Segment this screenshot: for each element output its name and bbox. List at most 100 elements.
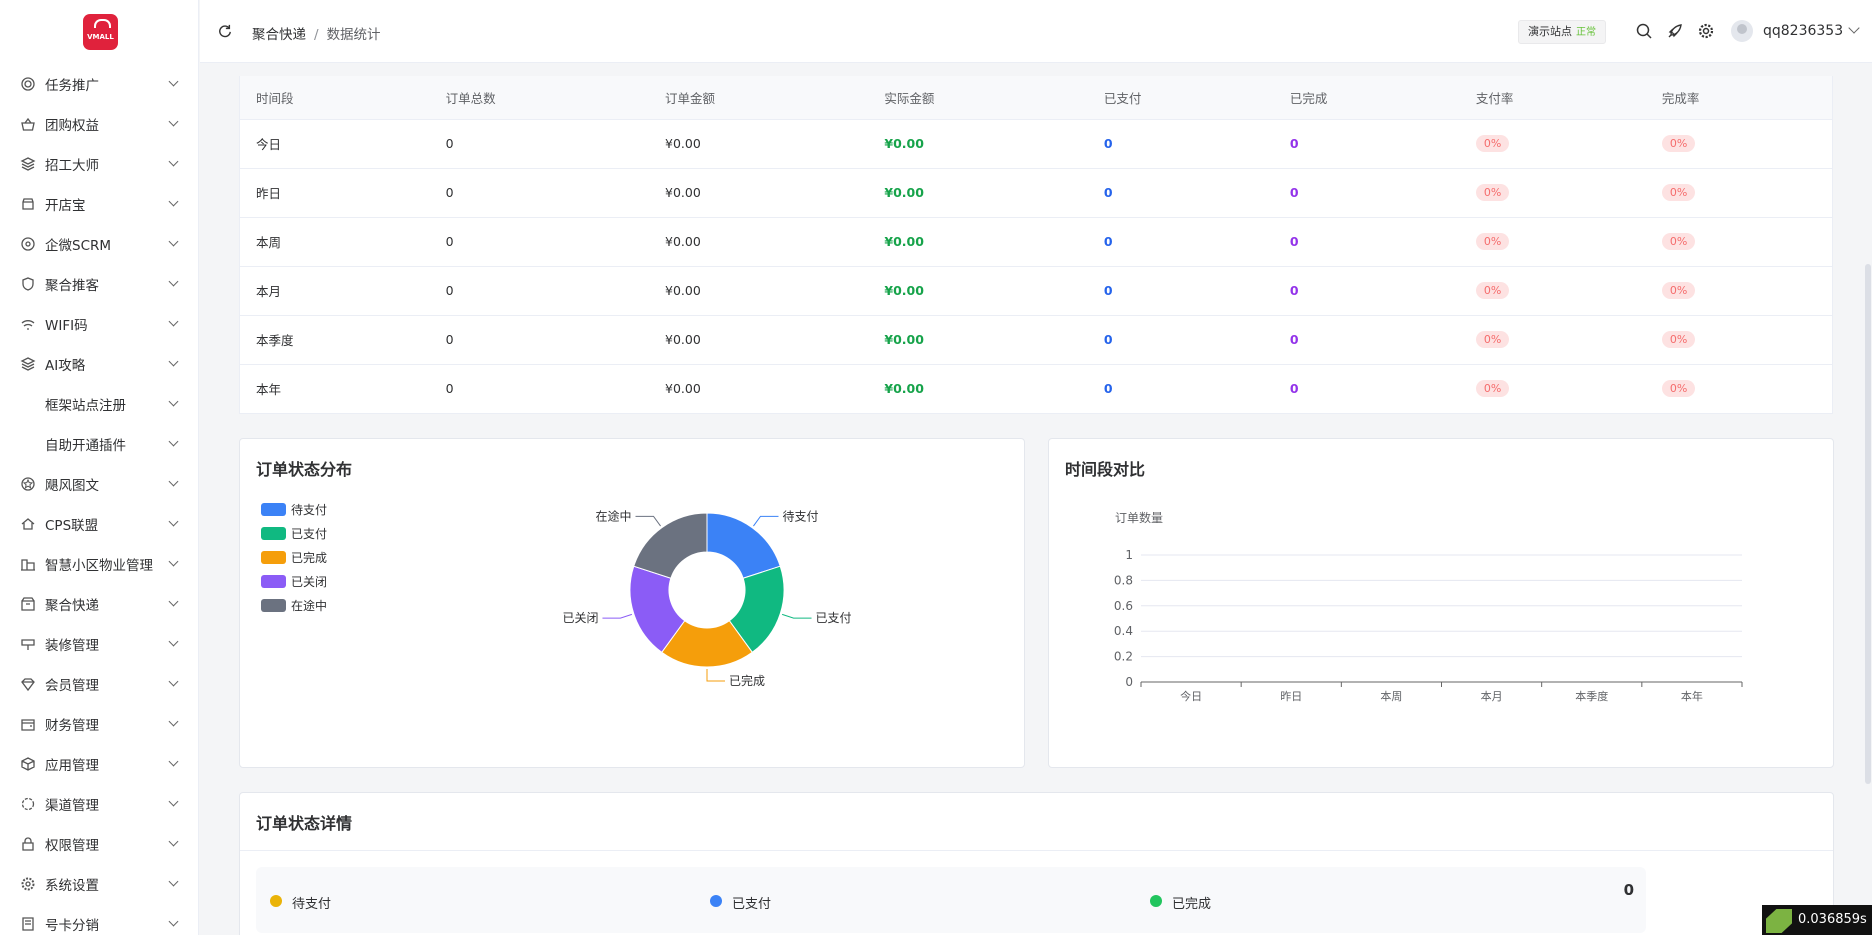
sidebar-item[interactable]: 会员管理 — [0, 664, 198, 704]
pie-legend: 待支付已支付已完成 已关闭 在途中 — [261, 497, 327, 617]
rate-badge: 0% — [1661, 282, 1696, 299]
stat-card: 已完成 0 — [1136, 867, 1646, 933]
sidebar-item[interactable]: 系统设置 — [0, 864, 198, 904]
column-header[interactable]: 支付率 — [1459, 76, 1646, 120]
avatar[interactable] — [1731, 20, 1753, 42]
sidebar-item-label: 系统设置 — [45, 878, 99, 894]
sidebar-item[interactable]: 应用管理 — [0, 744, 198, 784]
table-cell: 0 — [1087, 364, 1274, 414]
table-cell: 本年 — [240, 364, 430, 414]
sidebar-item[interactable]: 团购权益 — [0, 104, 198, 144]
breadcrumb-parent[interactable]: 聚合快递 — [252, 27, 306, 43]
timer-value: 0.036859s — [1798, 912, 1867, 927]
sidebar-item[interactable]: 号卡分销 — [0, 904, 198, 935]
x-tick-label: 今日 — [1180, 689, 1202, 703]
pie-label-line — [706, 669, 725, 682]
vmall-logo[interactable]: VMALL — [83, 14, 118, 50]
sidebar-item[interactable]: 聚合推客 — [0, 264, 198, 304]
brush-icon — [20, 636, 36, 652]
legend-item[interactable]: 在途中 — [261, 593, 327, 617]
star-icon — [20, 476, 36, 492]
pie-slice[interactable] — [633, 512, 708, 579]
building-icon — [20, 556, 36, 572]
gear-icon — [20, 876, 36, 892]
sidebar-item-label: WIFI码 — [45, 318, 88, 334]
scrollbar-thumb[interactable] — [1865, 264, 1871, 784]
sidebar-item-label: 开店宝 — [45, 198, 86, 214]
sidebar-item-label: 应用管理 — [45, 758, 99, 774]
column-header[interactable]: 已完成 — [1273, 76, 1460, 120]
refresh-icon[interactable] — [218, 24, 232, 38]
search-icon[interactable] — [1635, 22, 1653, 40]
sidebar-item-label: 渠道管理 — [45, 798, 99, 814]
table-cell: 0 — [1087, 266, 1274, 316]
sidebar-item[interactable]: CPS联盟 — [0, 504, 198, 544]
legend-item[interactable]: 已支付 — [261, 521, 327, 545]
x-tick-label: 本季度 — [1575, 689, 1608, 703]
legend-item[interactable]: 待支付 — [261, 497, 327, 521]
sidebar-item[interactable]: 渠道管理 — [0, 784, 198, 824]
chevron-down-icon[interactable] — [1848, 22, 1860, 34]
sidebar-item[interactable]: 聚合快递 — [0, 584, 198, 624]
table-cell: 0 — [429, 217, 649, 267]
breadcrumb-current: 数据统计 — [326, 27, 381, 43]
chevron-down-icon — [168, 636, 179, 647]
sidebar-item[interactable]: 开店宝 — [0, 184, 198, 224]
site-label: 演示站点 — [1528, 25, 1572, 38]
sidebar-item[interactable]: 财务管理 — [0, 704, 198, 744]
pie-slice[interactable] — [706, 512, 781, 579]
sidebar-item[interactable]: 任务推广 — [0, 64, 198, 104]
username[interactable]: qq8236353 — [1763, 23, 1844, 39]
legend-item[interactable]: 已关闭 — [261, 569, 327, 593]
table-cell: ¥0.00 — [868, 168, 1088, 218]
table-cell: 0% — [1645, 119, 1832, 169]
sidebar-item[interactable]: 企微SCRM — [0, 224, 198, 264]
chevron-down-icon — [168, 316, 179, 327]
table-cell: 0% — [1459, 364, 1646, 414]
chevron-down-icon — [168, 396, 179, 407]
target-icon — [20, 76, 36, 92]
legend-label: 已支付 — [291, 526, 328, 541]
gear-icon[interactable] — [1697, 22, 1715, 40]
sidebar-item[interactable]: WIFI码 — [0, 304, 198, 344]
sidebar-item-label: 聚合快递 — [45, 598, 99, 614]
column-header[interactable]: 实际金额 — [868, 76, 1088, 120]
legend-item[interactable]: 已完成 — [261, 545, 327, 569]
line-card-title: 时间段对比 — [1065, 460, 1146, 479]
sidebar-item[interactable]: 自助开通插件 — [0, 424, 198, 464]
column-header[interactable]: 已支付 — [1087, 76, 1274, 120]
diamond-icon — [20, 676, 36, 692]
chevron-down-icon — [168, 516, 179, 527]
table-cell: 0 — [1087, 315, 1274, 365]
table-body: 今日 0 ¥0.00 ¥0.00 0 0 0% 0% 昨日 0 ¥0.00 ¥0.00 0 0 0% 0% 本周… — [240, 119, 1832, 414]
sidebar-item[interactable]: 装修管理 — [0, 624, 198, 664]
sidebar-item[interactable]: 招工大师 — [0, 144, 198, 184]
sidebar-item[interactable]: AI攻略 — [0, 344, 198, 384]
column-header[interactable]: 订单总数 — [429, 76, 649, 120]
table-cell: ¥0.00 — [649, 217, 869, 267]
legend-swatch — [261, 502, 286, 516]
table-cell: 本周 — [240, 217, 430, 267]
legend-swatch — [261, 526, 286, 540]
table-cell: ¥0.00 — [649, 364, 869, 414]
pie-label: 待支付 — [782, 509, 818, 523]
column-header[interactable]: 完成率 — [1645, 76, 1832, 120]
column-header[interactable]: 时间段 — [240, 76, 430, 120]
table-cell: 昨日 — [240, 168, 430, 218]
site-status-badge[interactable]: 演示站点 正常 — [1518, 20, 1606, 44]
sidebar-item[interactable]: 权限管理 — [0, 824, 198, 864]
sidebar: VMALL 任务推广 团购权益 招工大师开店宝企微SCRM 聚合推客 WIFI码 AI攻略… — [0, 0, 199, 935]
pie-label: 已支付 — [816, 611, 852, 625]
table-cell: 0 — [429, 119, 649, 169]
scrollbar[interactable] — [1864, 64, 1872, 935]
sidebar-item[interactable]: 框架站点注册 — [0, 384, 198, 424]
table-cell: ¥0.00 — [649, 168, 869, 218]
sidebar-item-label: 财务管理 — [45, 718, 99, 734]
chevron-down-icon — [168, 756, 179, 767]
sidebar-item[interactable]: 飓风图文 — [0, 464, 198, 504]
stat-card: 待支付00.0% — [256, 867, 766, 933]
sidebar-item[interactable]: 智慧小区物业管理 — [0, 544, 198, 584]
table-cell: ¥0.00 — [868, 119, 1088, 169]
column-header[interactable]: 订单金额 — [649, 76, 869, 120]
rocket-icon[interactable] — [1666, 22, 1684, 40]
